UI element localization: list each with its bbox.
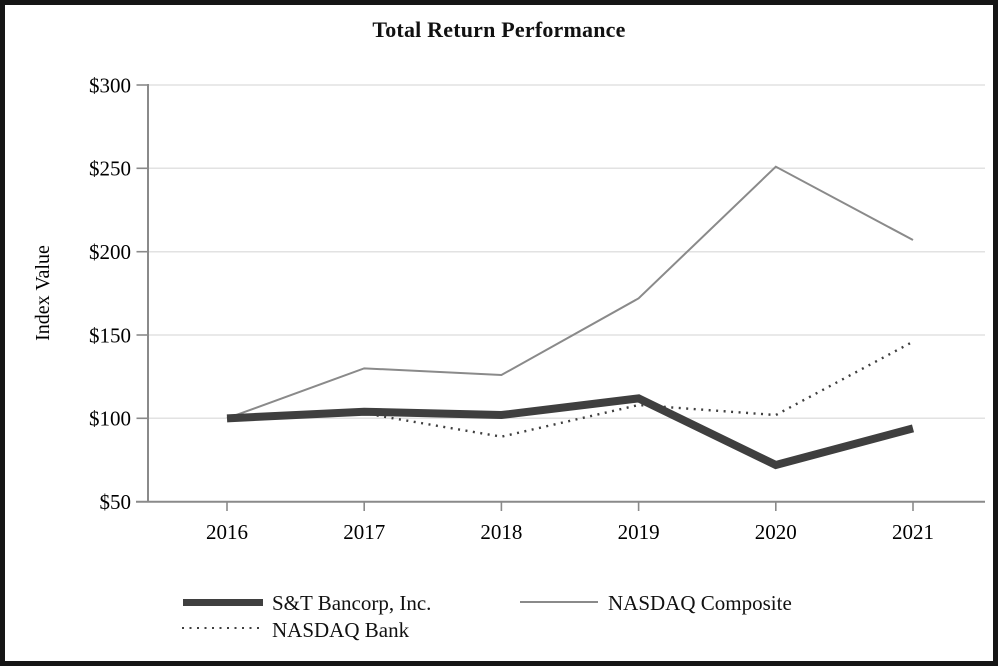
y-ticks bbox=[136, 84, 148, 420]
legend-label-nasdaq-bank: NASDAQ Bank bbox=[272, 618, 410, 642]
x-tick-label: 2016 bbox=[206, 520, 248, 544]
series-line-nasdaq-bank bbox=[226, 340, 914, 438]
series-line-st-bancorp bbox=[226, 394, 915, 470]
legend-label-nasdaq-composite: NASDAQ Composite bbox=[608, 591, 792, 615]
y-tick-label: $200 bbox=[89, 240, 131, 264]
y-tick-labels: $300 $250 $200 $150 $100 $50 bbox=[89, 73, 131, 514]
x-tick-label: 2021 bbox=[892, 520, 934, 544]
legend-label-st-bancorp: S&T Bancorp, Inc. bbox=[272, 591, 432, 615]
x-ticks bbox=[226, 502, 914, 511]
y-tick-label: $300 bbox=[89, 73, 131, 97]
legend-swatch-nasdaq-bank bbox=[182, 627, 261, 630]
x-tick-labels: 2016 2017 2018 2019 2020 2021 bbox=[206, 520, 934, 544]
x-tick-label: 2018 bbox=[480, 520, 522, 544]
x-tick-label: 2020 bbox=[755, 520, 797, 544]
series-lines bbox=[226, 165, 915, 470]
gridlines bbox=[149, 84, 985, 420]
x-tick-label: 2017 bbox=[343, 520, 385, 544]
series-line-nasdaq-composite bbox=[226, 165, 914, 420]
chart-title: Total Return Performance bbox=[372, 17, 626, 42]
axes bbox=[136, 84, 985, 511]
line-chart: $300 $250 $200 $150 $100 $50 2016 2017 2… bbox=[32, 73, 985, 544]
y-tick-label: $50 bbox=[100, 490, 132, 514]
legend-swatch-nasdaq-composite bbox=[520, 601, 598, 603]
y-tick-label: $250 bbox=[89, 157, 131, 181]
legend-swatch-st-bancorp bbox=[183, 599, 263, 606]
x-tick-label: 2019 bbox=[618, 520, 660, 544]
y-tick-label: $150 bbox=[89, 323, 131, 347]
y-tick-label: $100 bbox=[89, 407, 131, 431]
y-axis-title: Index Value bbox=[32, 245, 54, 341]
